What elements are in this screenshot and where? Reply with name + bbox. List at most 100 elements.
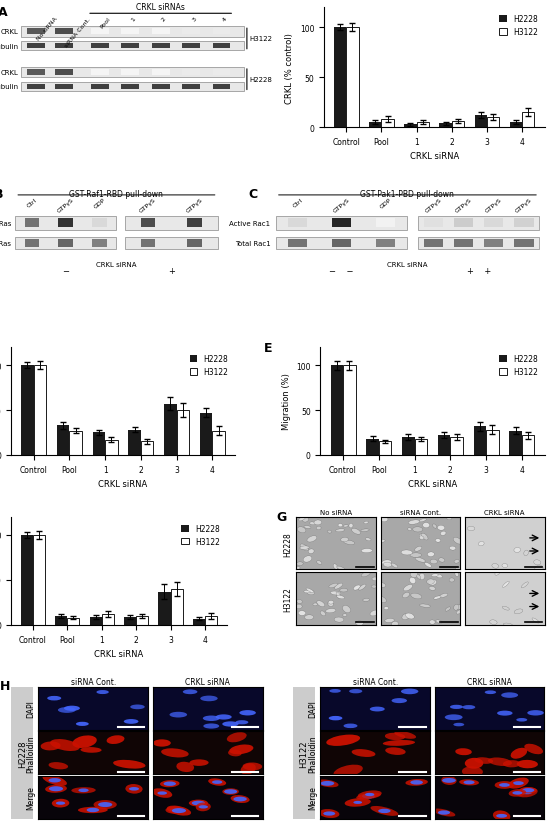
Ellipse shape — [379, 540, 385, 543]
Ellipse shape — [334, 617, 344, 623]
Bar — [125, 217, 218, 231]
Ellipse shape — [356, 621, 364, 626]
Text: Ctrl: Ctrl — [26, 198, 38, 208]
Bar — [124, 617, 136, 625]
Ellipse shape — [48, 762, 68, 769]
Bar — [332, 219, 351, 227]
Ellipse shape — [439, 594, 448, 598]
Ellipse shape — [496, 814, 507, 818]
Ellipse shape — [336, 592, 341, 599]
Text: +    +: + + — [466, 266, 491, 275]
Bar — [193, 619, 205, 625]
Ellipse shape — [233, 796, 247, 801]
Bar — [141, 442, 153, 456]
Bar — [105, 440, 118, 456]
Bar — [21, 366, 34, 456]
Ellipse shape — [212, 781, 222, 784]
Ellipse shape — [404, 585, 412, 591]
Text: GTPγS: GTPγS — [57, 198, 75, 214]
Bar — [484, 240, 503, 247]
Bar — [402, 437, 415, 456]
Bar — [419, 237, 539, 250]
Bar — [415, 439, 427, 456]
Title: CRKL siRNA: CRKL siRNA — [185, 677, 230, 686]
Bar — [141, 240, 156, 247]
Ellipse shape — [52, 799, 69, 807]
Ellipse shape — [329, 584, 338, 588]
Ellipse shape — [222, 721, 239, 727]
Ellipse shape — [172, 808, 186, 813]
Text: B: B — [0, 188, 4, 201]
Ellipse shape — [364, 522, 368, 524]
Ellipse shape — [433, 524, 437, 528]
Ellipse shape — [509, 789, 526, 796]
Y-axis label: CRKL (% control): CRKL (% control) — [285, 33, 294, 103]
Bar — [122, 85, 139, 89]
Ellipse shape — [303, 556, 312, 562]
Ellipse shape — [439, 558, 445, 562]
Ellipse shape — [192, 801, 205, 805]
Ellipse shape — [323, 811, 336, 815]
Text: Tubulin: Tubulin — [0, 44, 19, 50]
Ellipse shape — [216, 715, 232, 719]
Ellipse shape — [442, 778, 456, 783]
Text: 3: 3 — [191, 17, 197, 23]
Ellipse shape — [365, 793, 375, 796]
Ellipse shape — [513, 791, 522, 795]
Ellipse shape — [351, 749, 376, 757]
Ellipse shape — [321, 781, 334, 786]
Ellipse shape — [377, 596, 386, 603]
Bar — [510, 123, 522, 128]
Bar — [439, 124, 452, 128]
Ellipse shape — [419, 534, 426, 538]
Ellipse shape — [359, 585, 366, 590]
Ellipse shape — [351, 528, 361, 534]
Text: H: H — [0, 679, 10, 692]
Ellipse shape — [208, 778, 226, 786]
Bar — [288, 219, 307, 227]
Bar — [182, 70, 200, 76]
Text: 4: 4 — [222, 17, 228, 23]
Text: GDP: GDP — [93, 198, 106, 210]
Bar — [454, 240, 473, 247]
Bar — [187, 219, 202, 227]
Ellipse shape — [42, 775, 67, 786]
Text: Active Ras: Active Ras — [0, 221, 11, 227]
Text: CRKL siRNA: CRKL siRNA — [387, 262, 428, 268]
Text: +: + — [168, 266, 175, 275]
Ellipse shape — [478, 542, 484, 546]
X-axis label: CRKL siRNA: CRKL siRNA — [94, 649, 144, 658]
Ellipse shape — [304, 590, 311, 593]
Bar — [25, 240, 40, 247]
Text: H3122: H3122 — [250, 36, 272, 42]
Ellipse shape — [73, 735, 97, 748]
Title: siRNA Cont.: siRNA Cont. — [71, 677, 116, 686]
Ellipse shape — [326, 734, 360, 746]
Ellipse shape — [340, 538, 349, 542]
Text: GST-Pak1-PBD pull-down: GST-Pak1-PBD pull-down — [360, 190, 454, 199]
Ellipse shape — [338, 524, 343, 527]
Ellipse shape — [170, 808, 180, 812]
Ellipse shape — [456, 605, 462, 609]
Ellipse shape — [45, 785, 67, 793]
Ellipse shape — [354, 586, 360, 590]
Bar — [419, 217, 539, 231]
Ellipse shape — [161, 748, 189, 758]
Ellipse shape — [365, 538, 371, 541]
Ellipse shape — [307, 536, 317, 543]
Ellipse shape — [401, 689, 419, 695]
Ellipse shape — [94, 800, 117, 809]
Ellipse shape — [492, 564, 499, 568]
Bar — [382, 120, 394, 128]
Ellipse shape — [465, 758, 483, 769]
Text: Pool: Pool — [100, 17, 112, 30]
Ellipse shape — [363, 599, 370, 601]
Ellipse shape — [435, 539, 441, 543]
Ellipse shape — [403, 593, 410, 598]
Ellipse shape — [408, 520, 420, 524]
Ellipse shape — [298, 611, 306, 615]
Bar — [522, 113, 535, 128]
Bar — [58, 240, 73, 247]
Text: Total Ras: Total Ras — [0, 241, 11, 246]
Ellipse shape — [189, 759, 208, 766]
